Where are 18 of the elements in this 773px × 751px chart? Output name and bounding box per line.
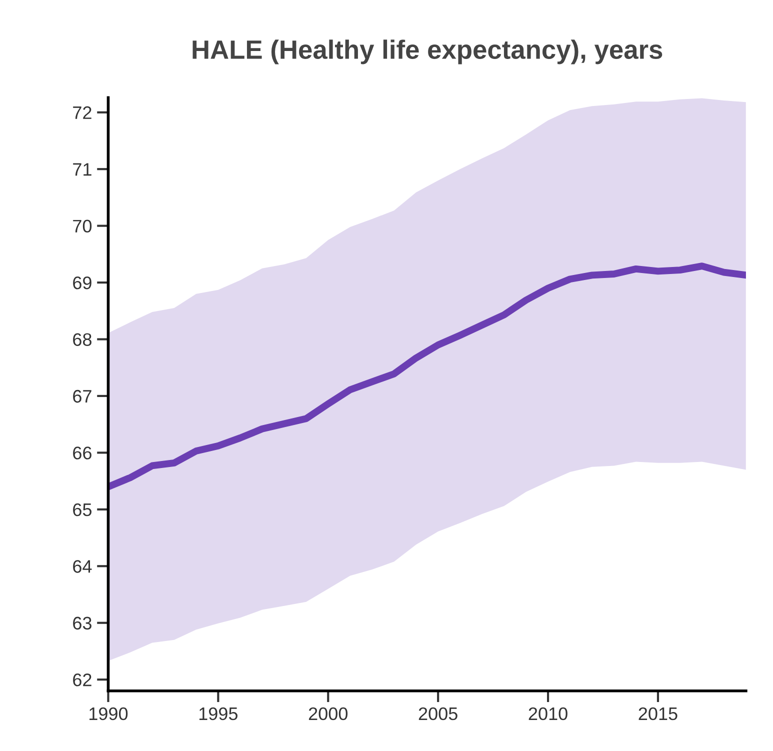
y-tick-label: 64: [73, 560, 92, 573]
x-tick-label: 1990: [90, 707, 128, 720]
y-tick-label: 72: [73, 106, 92, 119]
y-tick-label: 67: [73, 390, 92, 403]
y-tick-label: 69: [73, 276, 92, 290]
y-tick-label: 71: [73, 163, 92, 176]
x-tick-label: 2010: [528, 707, 568, 720]
y-tick-label: 63: [73, 616, 92, 630]
y-tick-label: 65: [73, 503, 92, 516]
x-tick-label: 1995: [199, 707, 238, 720]
x-tick-label: 2005: [418, 707, 458, 720]
chart-title: HALE (Healthy life expectancy), years: [192, 40, 662, 64]
y-tick-label: 66: [73, 446, 92, 460]
x-tick-label: 2015: [638, 707, 678, 720]
y-tick-label: 68: [73, 333, 92, 346]
x-tick-label: 2000: [308, 707, 348, 720]
y-tick-label: 70: [73, 220, 92, 233]
y-tick-label: 62: [73, 674, 92, 686]
